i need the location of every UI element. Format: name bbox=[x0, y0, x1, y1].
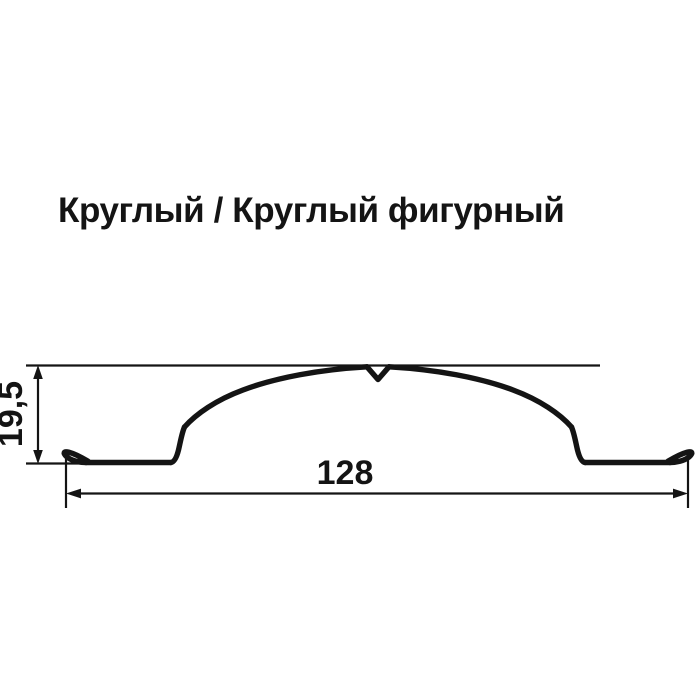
apex-notch bbox=[364, 364, 392, 383]
right-arch bbox=[386, 364, 575, 430]
right-hem-loop bbox=[665, 449, 695, 466]
height-arrow-down-icon bbox=[33, 450, 43, 464]
width-dimension: 128 bbox=[66, 454, 688, 499]
dimension-extension-lines bbox=[26, 364, 690, 508]
height-arrow-up-icon bbox=[33, 365, 43, 379]
left-arch bbox=[181, 364, 370, 430]
left-shoulder bbox=[168, 424, 188, 466]
height-dimension-label: 19,5 bbox=[0, 381, 30, 447]
page-title: Круглый / Круглый фигурный bbox=[58, 191, 565, 230]
profile-outline bbox=[61, 364, 695, 466]
width-arrow-left-icon bbox=[66, 488, 81, 499]
right-shoulder bbox=[568, 424, 588, 466]
left-hem-loop bbox=[61, 449, 91, 466]
width-dimension-label: 128 bbox=[317, 454, 374, 492]
height-dimension: 19,5 bbox=[0, 365, 43, 464]
width-arrow-right-icon bbox=[673, 488, 688, 499]
